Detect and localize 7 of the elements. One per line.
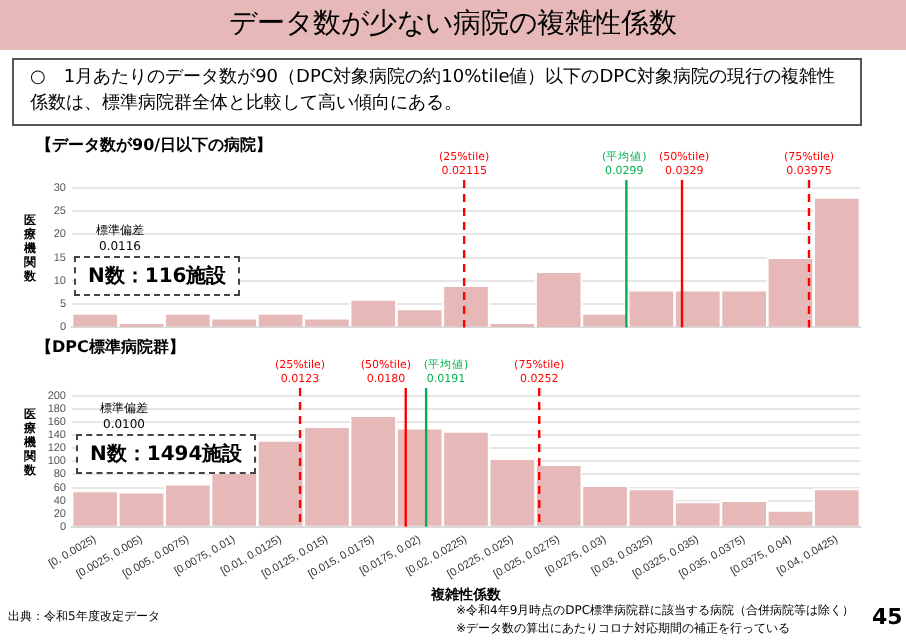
annotation: N数：116施設 xyxy=(74,256,241,296)
chart-title: 【データ数が90/日以下の病院】 xyxy=(36,134,273,156)
chart-title: 【DPC標準病院群】 xyxy=(36,336,185,358)
text: ○ 1月あたりのデータ数が90（DPC対象病院の約10%tile値）以下のDPC対象病院の現行の複雑性係数は、標準病院群全体と比較して高い傾向にある。 xyxy=(12,58,862,126)
text: 45 xyxy=(872,604,903,630)
annotation: N数：1494施設 xyxy=(76,434,257,474)
text: データ数が少ない病院の複雑性係数 xyxy=(0,0,906,50)
